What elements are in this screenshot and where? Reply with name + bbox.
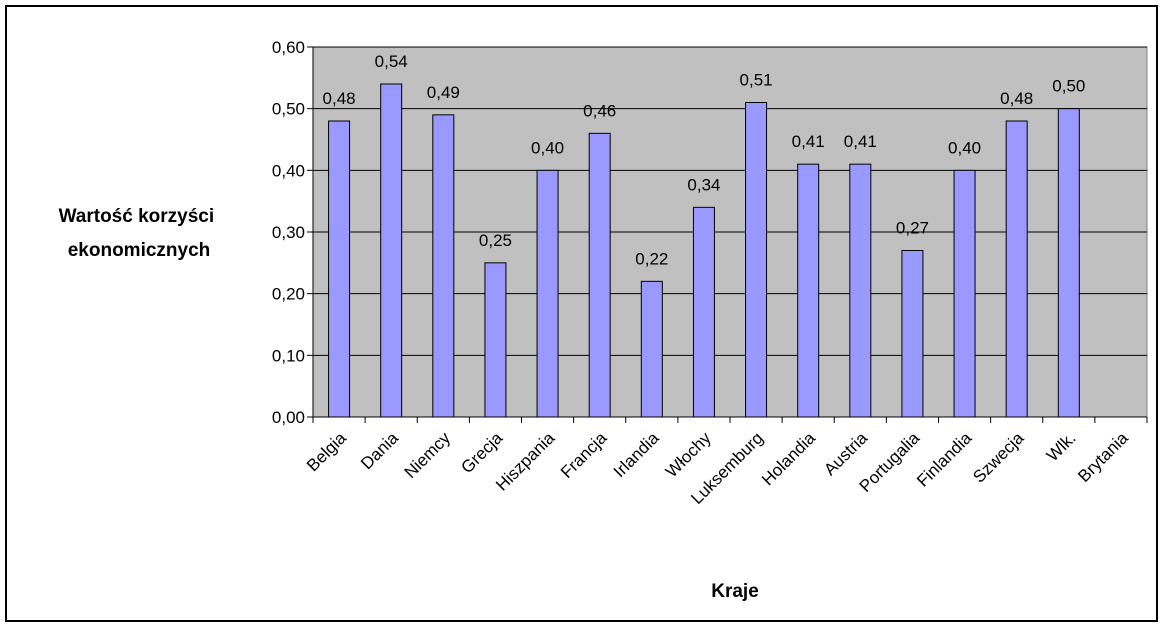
x-tick-label: Irlandia — [610, 428, 663, 481]
y-tick-label: 0,00 — [272, 408, 305, 427]
y-tick-label: 0,40 — [272, 161, 305, 180]
x-tick-label: Niemcy — [401, 428, 455, 482]
data-label: 0,40 — [531, 138, 564, 157]
bar — [380, 83, 403, 418]
bar — [692, 206, 715, 418]
y-axis-title-line-1: Wartość korzyści — [59, 206, 215, 227]
bar — [797, 163, 820, 418]
y-axis-title-line-2: ekonomicznych — [68, 240, 211, 261]
data-label: 0,46 — [583, 101, 616, 120]
x-tick-label: Szwecja — [969, 428, 1028, 487]
bar — [849, 163, 872, 418]
data-label: 0,54 — [375, 52, 408, 71]
data-label: 0,41 — [792, 132, 825, 151]
bar — [484, 262, 507, 418]
y-tick-label: 0,20 — [272, 285, 305, 304]
x-tick-label: Austria — [820, 428, 871, 479]
bar — [1057, 108, 1080, 418]
data-label: 0,22 — [635, 249, 668, 268]
x-tick-label: Belgia — [303, 428, 350, 475]
x-tick-label: Włochy — [662, 428, 715, 481]
x-tick-label: Holandia — [758, 428, 819, 489]
data-label: 0,25 — [479, 231, 512, 250]
data-label: 0,48 — [1000, 89, 1033, 108]
x-axis-title: Kraje — [711, 581, 759, 602]
data-label: 0,40 — [948, 138, 981, 157]
data-label: 0,27 — [896, 219, 929, 238]
x-tick-label: Francja — [557, 428, 611, 482]
data-label: 0,50 — [1052, 77, 1085, 96]
bars — [328, 83, 1080, 418]
y-tick-label: 0,50 — [272, 100, 305, 119]
bar — [588, 132, 611, 418]
bar — [536, 169, 559, 418]
data-label: 0,41 — [844, 132, 877, 151]
x-tick-label: Finlandia — [913, 428, 976, 491]
x-tick-label: Dania — [357, 428, 402, 473]
x-tick-label: Brytania — [1074, 428, 1132, 486]
data-labels: 0,48 0,54 0,49 0,25 0,40 0,46 0,22 0,34 0,51 0,41… — [323, 52, 1086, 268]
y-tick-label: 0,30 — [272, 223, 305, 242]
x-tick-label: Grecja — [457, 428, 506, 477]
bar — [1005, 120, 1028, 418]
x-tick-label: Wlk. — [1043, 428, 1080, 465]
data-label: 0,48 — [323, 89, 356, 108]
bar — [328, 120, 351, 418]
y-axis-title: Wartość korzyści ekonomicznych — [59, 206, 220, 261]
y-tick-label: 0,10 — [272, 346, 305, 365]
data-label: 0,51 — [740, 71, 773, 90]
bar — [640, 280, 663, 418]
bar — [745, 102, 768, 418]
data-label: 0,49 — [427, 83, 460, 102]
bar — [432, 114, 455, 418]
y-tick-label: 0,60 — [272, 38, 305, 57]
bar — [953, 169, 976, 418]
y-axis: 0,00 0,10 0,20 0,30 0,40 0,50 0,60 — [272, 38, 314, 427]
bar — [901, 250, 924, 418]
data-label: 0,34 — [687, 175, 720, 194]
